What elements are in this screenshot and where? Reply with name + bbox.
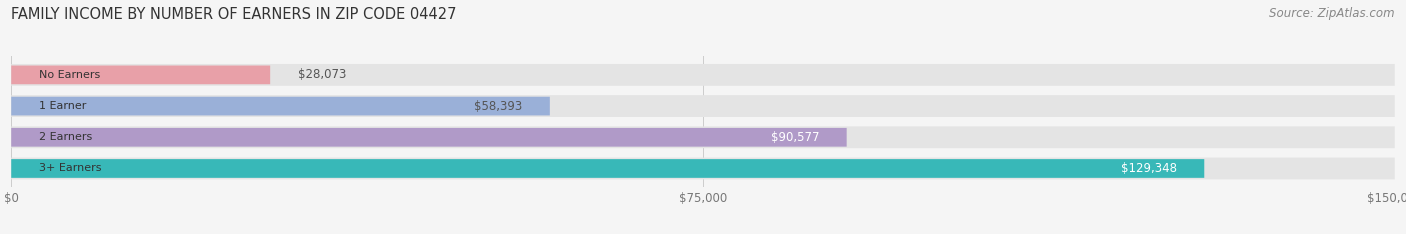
- FancyBboxPatch shape: [11, 64, 1395, 86]
- Text: Source: ZipAtlas.com: Source: ZipAtlas.com: [1270, 7, 1395, 20]
- Text: 3+ Earners: 3+ Earners: [39, 164, 101, 173]
- Text: $28,073: $28,073: [298, 68, 346, 81]
- Text: $129,348: $129,348: [1121, 162, 1177, 175]
- FancyBboxPatch shape: [11, 97, 550, 115]
- Text: 2 Earners: 2 Earners: [39, 132, 93, 142]
- FancyBboxPatch shape: [11, 66, 270, 84]
- FancyBboxPatch shape: [11, 157, 1395, 179]
- FancyBboxPatch shape: [11, 126, 1395, 148]
- Text: $58,393: $58,393: [474, 100, 522, 113]
- Text: 1 Earner: 1 Earner: [39, 101, 86, 111]
- FancyBboxPatch shape: [11, 159, 1205, 178]
- Text: No Earners: No Earners: [39, 70, 100, 80]
- Text: FAMILY INCOME BY NUMBER OF EARNERS IN ZIP CODE 04427: FAMILY INCOME BY NUMBER OF EARNERS IN ZI…: [11, 7, 457, 22]
- FancyBboxPatch shape: [11, 95, 1395, 117]
- FancyBboxPatch shape: [11, 128, 846, 147]
- Text: $90,577: $90,577: [770, 131, 820, 144]
